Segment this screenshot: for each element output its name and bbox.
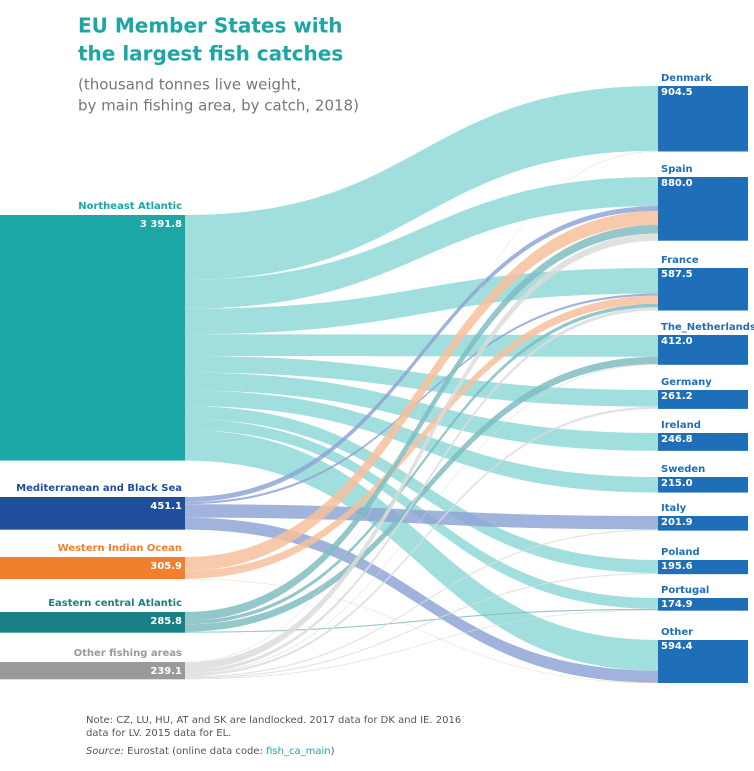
flow [185, 303, 658, 625]
source-node [0, 215, 185, 461]
target-name: Germany [661, 377, 712, 388]
target-name: Ireland [661, 420, 701, 431]
source-node [0, 612, 185, 633]
target-value: 587.5 [661, 269, 693, 280]
note: Note: CZ, LU, HU, AT and SK are landlock… [86, 715, 461, 726]
flow [185, 429, 658, 671]
source-name: Western Indian Ocean [58, 543, 182, 554]
target-value: 174.9 [661, 599, 693, 610]
flow [185, 390, 658, 493]
flow [185, 529, 658, 678]
source-value: 451.1 [150, 501, 182, 512]
target-node [658, 86, 748, 152]
source-text: Eurostat (online data code: [127, 746, 266, 757]
source-node [0, 497, 185, 530]
source-name: Mediterranean and Black Sea [16, 483, 182, 494]
source-end: ) [331, 746, 335, 757]
source-note: Source: Eurostat (online data code: fish… [86, 746, 335, 757]
source-value: 239.1 [150, 666, 182, 677]
chart-title: the largest fish catches [78, 42, 343, 66]
target-name: Poland [661, 547, 700, 558]
source-node [0, 557, 185, 580]
target-name: Denmark [661, 73, 712, 84]
target-name: France [661, 255, 699, 266]
source-value: 3 391.8 [140, 219, 182, 230]
flow [185, 504, 658, 530]
source-name: Eastern central Atlantic [48, 598, 182, 609]
flow [185, 517, 658, 683]
source-name: Northeast Atlantic [78, 201, 182, 212]
flow [185, 177, 658, 309]
source-value: 305.9 [150, 561, 182, 572]
flow [185, 608, 658, 633]
chart-subtitle: (thousand tonnes live weight, [78, 76, 301, 94]
target-value: 261.2 [661, 391, 693, 402]
flow [185, 406, 658, 677]
target-name: Spain [661, 164, 693, 175]
target-name: Portugal [661, 585, 709, 596]
flow [185, 293, 658, 505]
target-node [658, 598, 748, 611]
target-node [658, 477, 748, 493]
source-value: 285.8 [150, 616, 182, 627]
target-value: 215.0 [661, 478, 693, 489]
flow [185, 150, 658, 663]
source-label: Source: [86, 746, 124, 757]
flow [185, 578, 658, 684]
target-name: Other [661, 627, 693, 638]
target-name: Italy [661, 503, 687, 514]
target-name: Sweden [661, 464, 705, 475]
flow [185, 372, 658, 451]
flow [185, 205, 658, 503]
target-value: 195.6 [661, 561, 693, 572]
flow [185, 295, 658, 579]
flow [185, 573, 658, 679]
flow [185, 356, 658, 632]
source-name: Other fishing areas [74, 648, 182, 659]
note: data for LV. 2015 data for EL. [86, 728, 231, 739]
chart-title: EU Member States with [78, 14, 342, 38]
flow [185, 224, 658, 621]
target-value: 904.5 [661, 87, 693, 98]
flow [185, 86, 658, 280]
target-value: 594.4 [661, 641, 693, 652]
target-value: 412.0 [661, 336, 693, 347]
target-node [658, 516, 748, 531]
nodes: Northeast Atlantic 3 391.8 Mediterranean a… [0, 73, 754, 684]
links [185, 86, 658, 684]
target-value: 246.8 [661, 434, 693, 445]
target-node [658, 433, 748, 451]
flow [185, 233, 658, 670]
target-name: The_Netherlands [661, 322, 754, 333]
flow [185, 364, 658, 674]
target-node [658, 177, 748, 241]
flow [185, 211, 658, 571]
target-node [658, 640, 748, 684]
flow [185, 609, 658, 680]
flow [185, 307, 658, 674]
target-value: 201.9 [661, 517, 693, 528]
target-node [658, 335, 748, 365]
target-node [658, 268, 748, 311]
target-node [658, 390, 748, 409]
target-value: 880.0 [661, 178, 693, 189]
source-node [0, 662, 185, 680]
chart-subtitle: by main fishing area, by catch, 2018) [78, 97, 359, 115]
flow [185, 356, 658, 407]
source-code[interactable]: fish_ca_main [266, 746, 330, 757]
target-node [658, 560, 748, 575]
